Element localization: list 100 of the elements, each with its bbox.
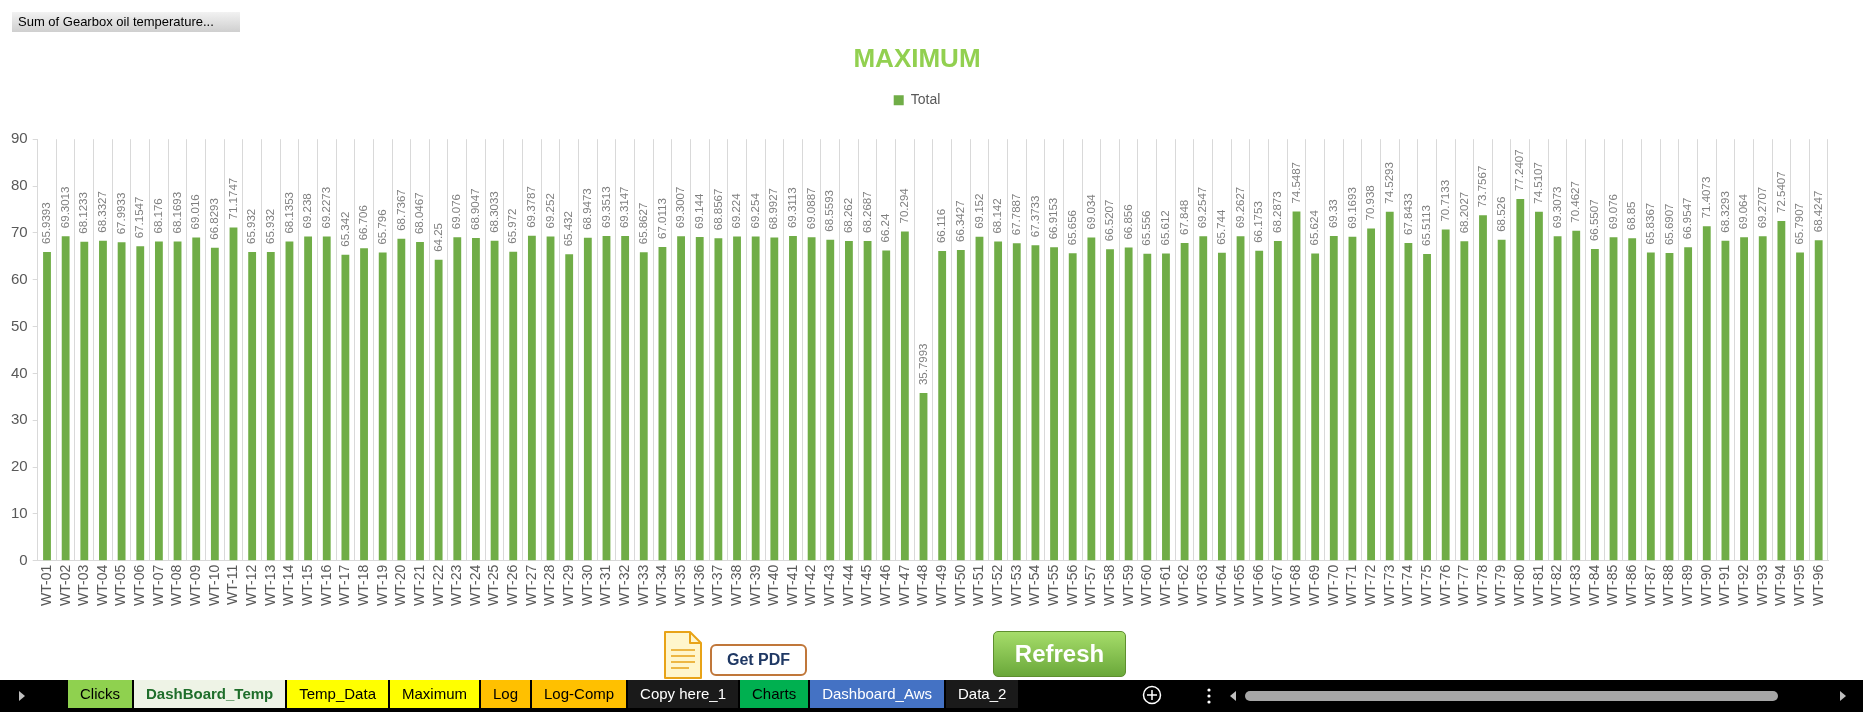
- x-tick-label: WT-67: [1268, 564, 1285, 607]
- data-label: 77.2407: [1513, 149, 1526, 191]
- data-label: 65.796: [375, 209, 388, 245]
- data-label: 74.5487: [1289, 162, 1302, 204]
- x-tick-label: WT-46: [877, 564, 894, 607]
- sheet-tab: Data_2: [945, 680, 1019, 708]
- y-tick-label: 60: [11, 269, 28, 287]
- data-label: 69.33: [1326, 199, 1339, 229]
- x-tick-label: WT-81: [1529, 564, 1546, 607]
- x-tick-label: WT-40: [765, 564, 782, 607]
- data-label: 70.938: [1364, 185, 1377, 221]
- x-tick-label: WT-70: [1324, 564, 1341, 607]
- data-label: 65.432: [562, 211, 575, 247]
- bar: [99, 240, 107, 561]
- refresh-button: Refresh: [993, 631, 1126, 677]
- x-tick-label: WT-78: [1473, 564, 1490, 607]
- data-label: 65.7907: [1793, 203, 1806, 245]
- bar: [845, 241, 853, 561]
- x-tick-label: WT-08: [168, 564, 185, 607]
- data-label: 68.1233: [77, 192, 90, 234]
- x-tick-label: WT-13: [261, 564, 278, 607]
- x-tick-label: WT-39: [746, 564, 763, 607]
- bar: [677, 236, 685, 561]
- data-label: 66.5507: [1588, 199, 1601, 242]
- x-tick-label: WT-96: [1809, 564, 1826, 607]
- bar: [882, 250, 891, 561]
- x-tick-label: WT-01: [37, 564, 54, 607]
- data-label: 68.1353: [282, 192, 295, 234]
- data-label: 69.3513: [599, 186, 612, 228]
- data-label: 73.7567: [1476, 165, 1489, 208]
- data-label: 70.4627: [1569, 181, 1582, 223]
- data-label: 68.2873: [1271, 191, 1284, 233]
- bar: [509, 251, 518, 561]
- bar: [61, 236, 70, 561]
- bar: [416, 242, 424, 561]
- data-label: 70.7133: [1438, 179, 1451, 222]
- x-tick-label: WT-24: [466, 564, 483, 607]
- x-tick-label: WT-22: [429, 564, 446, 607]
- bar: [360, 248, 368, 561]
- data-label: 65.8627: [636, 202, 649, 245]
- bar: [695, 236, 704, 561]
- x-tick-label: WT-64: [1212, 564, 1229, 607]
- data-label: 69.034: [1084, 193, 1097, 230]
- sheet-tab: Clicks: [68, 680, 132, 708]
- bar: [639, 252, 648, 561]
- bar: [1273, 240, 1282, 561]
- data-label: 69.3013: [58, 186, 71, 229]
- x-tick-label: WT-48: [914, 564, 931, 607]
- data-label: 68.9927: [767, 188, 780, 230]
- bar: [1460, 241, 1469, 561]
- x-tick-label: WT-80: [1511, 564, 1528, 607]
- data-label: 67.3733: [1028, 195, 1041, 238]
- bar: [1423, 253, 1431, 561]
- bar: [621, 236, 630, 561]
- data-label: 68.3327: [96, 191, 109, 233]
- bar: [210, 247, 219, 561]
- x-tick-label: WT-55: [1044, 564, 1061, 607]
- sheet-tab: Maximum: [390, 680, 479, 708]
- bar: [1553, 236, 1562, 561]
- data-label: 69.076: [450, 194, 463, 230]
- bar: [1255, 250, 1264, 561]
- data-label: 69.238: [301, 193, 314, 229]
- x-tick-label: WT-83: [1567, 564, 1584, 607]
- data-label: 65.6907: [1662, 203, 1675, 246]
- y-tick-label: 30: [11, 410, 28, 428]
- data-label: 69.0887: [804, 187, 817, 230]
- data-label: 66.9153: [1047, 197, 1060, 240]
- data-label: 68.176: [152, 198, 165, 234]
- bar: [1814, 240, 1823, 561]
- bar: [266, 251, 275, 561]
- x-tick-label: WT-17: [336, 564, 353, 607]
- data-label: 66.116: [935, 208, 948, 244]
- x-tick-label: WT-63: [1194, 564, 1211, 607]
- bar: [80, 241, 89, 561]
- data-label: 35.7993: [916, 343, 929, 386]
- data-label: 69.144: [692, 193, 705, 229]
- x-tick-label: WT-91: [1716, 564, 1733, 607]
- x-tick-label: WT-02: [56, 564, 73, 607]
- bar: [1404, 242, 1413, 561]
- bar: [304, 236, 313, 561]
- data-label: 68.9473: [581, 188, 594, 230]
- bar: [1572, 230, 1581, 561]
- y-tick-label: 80: [11, 176, 28, 194]
- sheet-tab: Log: [481, 680, 531, 708]
- x-tick-label: WT-30: [578, 564, 595, 607]
- bar: [1031, 245, 1040, 561]
- x-tick-label: WT-47: [895, 564, 912, 607]
- x-tick-label: WT-27: [522, 564, 539, 607]
- bar: [1217, 252, 1226, 561]
- x-tick-label: WT-26: [504, 564, 521, 607]
- bar: [341, 254, 350, 561]
- data-label: 68.3293: [1718, 191, 1731, 233]
- x-tick-label: WT-61: [1156, 564, 1173, 607]
- bar: [1479, 215, 1487, 561]
- x-tick-label: WT-52: [988, 564, 1005, 607]
- bar: [527, 235, 536, 561]
- bar: [1702, 226, 1711, 561]
- data-label: 66.24: [879, 213, 892, 243]
- sheet-tab: DashBoard_Temp: [134, 680, 286, 708]
- bar: [1012, 243, 1021, 561]
